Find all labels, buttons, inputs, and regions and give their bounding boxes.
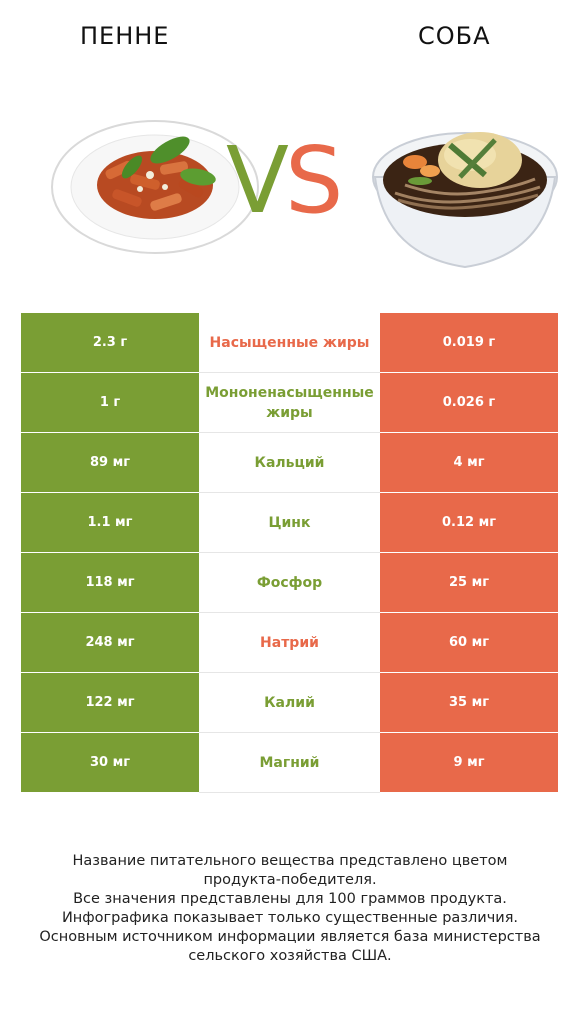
right-value: 35 мг	[380, 673, 558, 733]
right-food-title: СОБА	[418, 22, 491, 50]
footer-line: продукта-победителя.	[203, 872, 377, 888]
nutrient-label: Цинк	[199, 493, 380, 553]
right-value: 0.019 г	[380, 313, 558, 373]
table-row: 118 мг Фосфор 25 мг	[21, 553, 558, 613]
nutrient-label-text: Калий	[264, 694, 315, 711]
left-value: 2.3 г	[21, 313, 199, 373]
right-value: 25 мг	[380, 553, 558, 613]
left-value: 89 мг	[21, 433, 199, 493]
soba-image	[372, 132, 558, 269]
nutrient-label-text: Насыщенные жиры	[209, 334, 370, 351]
nutrient-label: Магний	[199, 733, 380, 793]
nutrient-label-text: Фосфор	[256, 574, 323, 591]
left-value: 30 мг	[21, 733, 199, 793]
table-row: 1.1 мг Цинк 0.12 мг	[21, 493, 558, 553]
footer-line: Название питательного вещества представл…	[72, 853, 508, 869]
penne-image	[51, 120, 259, 254]
nutrient-label: Фосфор	[199, 553, 380, 613]
footer-line: Основным источником информации является …	[39, 929, 541, 945]
right-value: 60 мг	[380, 613, 558, 673]
table-row: 248 мг Натрий 60 мг	[21, 613, 558, 673]
left-value: 1.1 мг	[21, 493, 199, 553]
table-row: 89 мг Кальций 4 мг	[21, 433, 558, 493]
left-value: 118 мг	[21, 553, 199, 613]
right-value: 4 мг	[380, 433, 558, 493]
left-value: 248 мг	[21, 613, 199, 673]
right-value: 9 мг	[380, 733, 558, 793]
nutrient-label: Насыщенные жиры	[199, 313, 380, 373]
footer-line: Инфографика показывает только существенн…	[61, 910, 519, 926]
nutrient-label-text: Мононенасыщенные жиры	[205, 384, 374, 421]
nutrient-label-text: Кальций	[254, 454, 325, 471]
left-value: 122 мг	[21, 673, 199, 733]
footer-line: Все значения представлены для 100 граммо…	[73, 891, 507, 907]
table-row: 1 г Мононенасыщенные жиры 0.026 г	[21, 373, 558, 433]
comparison-table: 2.3 г Насыщенные жиры 0.019 г 1 г Мононе…	[21, 313, 558, 793]
right-value: 0.026 г	[380, 373, 558, 433]
footer-notes: Название питательного вещества представл…	[0, 852, 580, 966]
right-value: 0.12 мг	[380, 493, 558, 553]
table-row: 122 мг Калий 35 мг	[21, 673, 558, 733]
nutrient-label: Калий	[199, 673, 380, 733]
nutrient-label: Натрий	[199, 613, 380, 673]
food-images	[51, 120, 558, 269]
table-row: 30 мг Магний 9 мг	[21, 733, 558, 793]
nutrient-label-text: Цинк	[268, 514, 311, 531]
left-food-title: ПЕННЕ	[80, 22, 170, 50]
left-value: 1 г	[21, 373, 199, 433]
vs-letter-s: S	[284, 127, 343, 234]
nutrient-label-text: Натрий	[260, 634, 319, 651]
footer-line: сельского хозяйства США.	[188, 948, 392, 964]
nutrient-label: Кальций	[199, 433, 380, 493]
nutrient-label-text: Магний	[259, 754, 320, 771]
vs-letter-v: V	[226, 127, 289, 234]
vs-logo: VS	[226, 135, 343, 227]
nutrient-label: Мононенасыщенные жиры	[199, 373, 380, 433]
table-row: 2.3 г Насыщенные жиры 0.019 г	[21, 313, 558, 373]
